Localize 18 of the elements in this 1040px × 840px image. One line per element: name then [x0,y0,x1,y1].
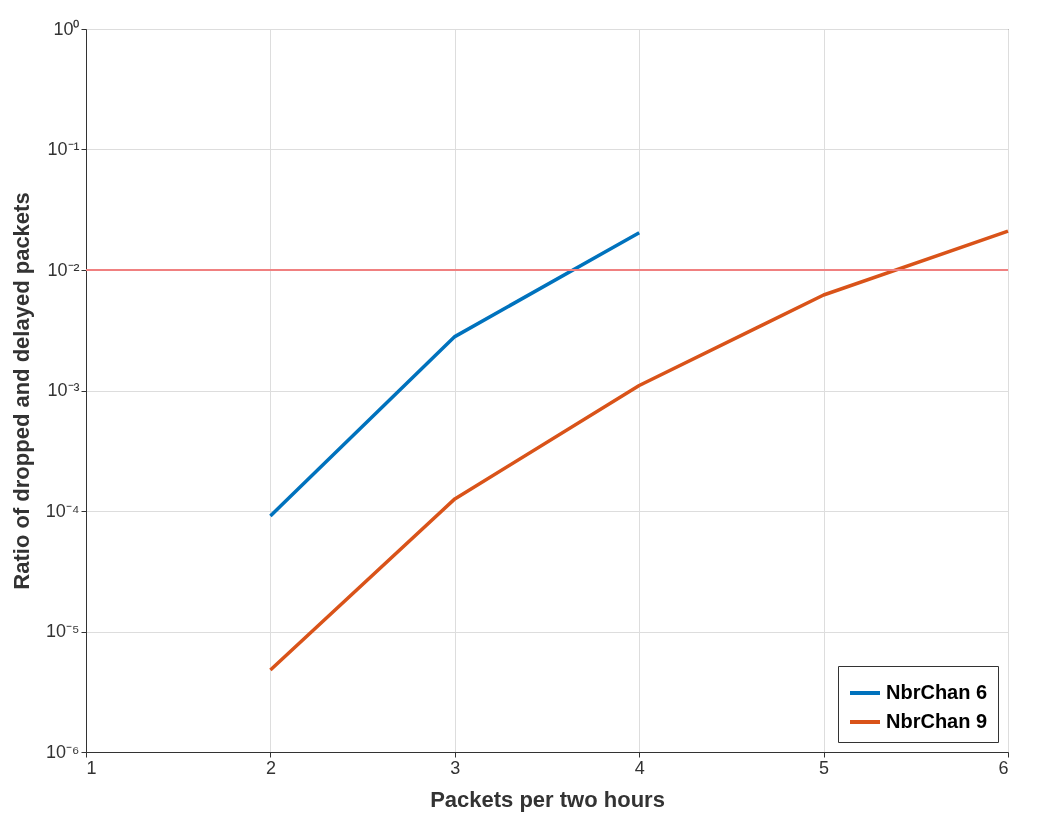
y-axis-title: Ratio of dropped and delayed packets [8,192,34,590]
x-tick-label: 3 [450,757,461,778]
x-tick-label: 4 [634,757,645,778]
x-tick-label: 5 [819,757,830,778]
y-tick-label: 10⁻⁶ [46,741,80,762]
x-axis-title: Packets per two hours [430,786,665,812]
x-tick-label: 2 [265,757,276,778]
x-tick-label: 6 [998,757,1009,778]
line-series [268,229,1010,672]
y-tick-label: 10⁻¹ [47,139,80,159]
y-tick-label: 10⁰ [53,18,80,39]
y-tick-label: 10⁻³ [47,380,80,400]
y-tick-label: 10⁻⁴ [45,500,80,521]
legend-label: NbrChan 9 [886,710,988,732]
x-tick-label: 1 [86,757,97,778]
y-tick-label: 10⁻² [47,259,80,280]
legend-label: NbrChan 6 [886,681,988,703]
y-tick-label: 10⁻⁵ [46,621,80,641]
